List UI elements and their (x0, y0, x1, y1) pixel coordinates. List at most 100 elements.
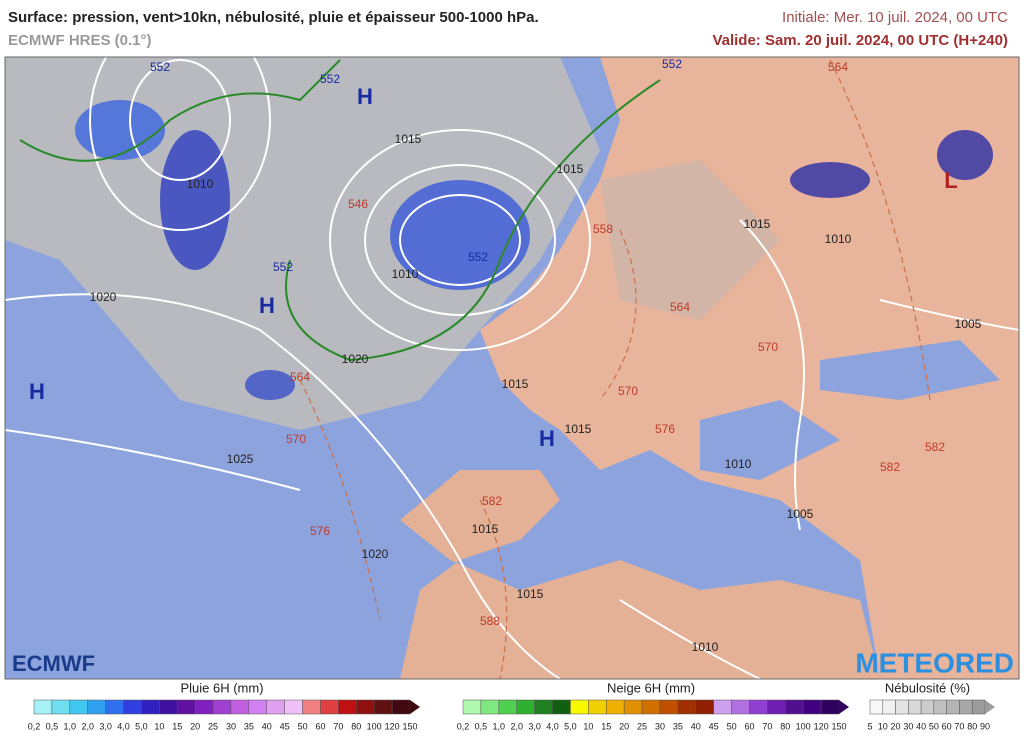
thickness-label: 576 (310, 524, 330, 538)
legend-tick: 15 (172, 721, 182, 731)
legend-tick: 1,0 (64, 721, 77, 731)
legend-swatch (87, 699, 106, 715)
legend-swatch (785, 699, 804, 715)
legend-tick: 60 (942, 721, 952, 731)
legend-tick: 2,0 (81, 721, 94, 731)
legend-tick: 0,2 (28, 721, 41, 731)
map-layers (5, 57, 1019, 679)
legend-tick: 10 (583, 721, 593, 731)
legend-tick: 25 (637, 721, 647, 731)
cloud-cover (600, 160, 780, 320)
legend-swatch (516, 699, 535, 715)
legend-tick: 4,0 (546, 721, 559, 731)
rain-area (75, 100, 165, 160)
legend-tick: 70 (333, 721, 343, 731)
legend-swatch (623, 699, 643, 715)
legend-tick: 45 (709, 721, 719, 731)
legend-swatch (230, 699, 250, 715)
legend-tick: 30 (655, 721, 665, 731)
legend-tick: 0,5 (46, 721, 59, 731)
isobar-label: 1015 (502, 377, 529, 391)
legend-swatch (641, 699, 661, 715)
rain-area (245, 370, 295, 400)
legend-tick: 20 (891, 721, 901, 731)
legend-swatch (882, 699, 896, 715)
legend-swatch (713, 699, 732, 715)
pressure-center: H (539, 426, 555, 451)
legend-tick: 2,0 (510, 721, 523, 731)
legend-swatch (802, 699, 822, 715)
cloud-cover (5, 57, 600, 430)
isobar-label: 1010 (725, 457, 752, 471)
thickness-label: 564 (828, 60, 848, 74)
legend-swatch (767, 699, 786, 715)
legend-tick: 60 (315, 721, 325, 731)
thickness-label: 552 (662, 57, 682, 71)
legend-tick: 40 (691, 721, 701, 731)
legend-swatch (534, 699, 553, 715)
legend-swatch (248, 699, 268, 715)
meteored-logo: METEORED (855, 647, 1014, 678)
thickness-label: 552 (468, 250, 488, 264)
legend-swatch (391, 699, 411, 715)
thickness-label: 552 (273, 260, 293, 274)
thickness-label: 552 (150, 60, 170, 74)
legend-swatch (480, 699, 500, 715)
pressure-center: H (259, 293, 275, 318)
legend-swatch (212, 699, 232, 715)
legend-arrow (410, 700, 420, 714)
isobars (5, 57, 1019, 679)
legend-swatch (605, 699, 625, 715)
legend-tick: 1,0 (493, 721, 506, 731)
isobar-label: 1025 (227, 452, 254, 466)
pressure-center: H (29, 379, 45, 404)
isobar-label: 1015 (395, 132, 422, 146)
legend-swatch (908, 699, 922, 715)
legend-swatch (731, 699, 750, 715)
isobar-label: 1015 (744, 217, 771, 231)
legend-swatch (895, 699, 909, 715)
legend-tick: 150 (402, 721, 417, 731)
legend-arrow (839, 700, 849, 714)
legend-swatch (869, 699, 884, 715)
legend-title: Pluie 6H (mm) (180, 680, 263, 695)
isobar-label: 1020 (90, 290, 117, 304)
legend-swatch (141, 699, 160, 715)
legend-tick: 3,0 (99, 721, 112, 731)
isobar-label: 1015 (472, 522, 499, 536)
legend-swatch (570, 699, 589, 715)
isobar-label: 1015 (517, 587, 544, 601)
thickness-label: 570 (758, 340, 778, 354)
rain-area (937, 130, 993, 180)
legend-tick: 50 (727, 721, 737, 731)
pressure-center: H (357, 84, 373, 109)
legend-swatch (159, 699, 178, 715)
title: Surface: pression, vent>10kn, nébulosité… (8, 9, 539, 26)
legend-tick: 15 (601, 721, 611, 731)
thickness-552 (19, 59, 661, 362)
ecmwf-logo: ECMWF (12, 651, 95, 676)
legend-swatch (677, 699, 697, 715)
rain-area (390, 180, 530, 290)
legend-swatch (373, 699, 393, 715)
legend-swatch (69, 699, 88, 715)
legend-swatch (552, 699, 571, 715)
legend-swatch (659, 699, 679, 715)
legend-tick: 60 (744, 721, 754, 731)
map-frame (4, 56, 1020, 680)
legend-swatch (933, 699, 947, 715)
thickness-label: 576 (655, 422, 675, 436)
legend-swatch (356, 699, 375, 715)
legend-swatch (820, 699, 840, 715)
pressure-center: L (944, 168, 957, 193)
legend-tick: 0,5 (475, 721, 488, 731)
thickness-label: 582 (925, 440, 945, 454)
thickness-label: 582 (880, 460, 900, 474)
initial-time: Initiale: Mer. 10 juil. 2024, 00 UTC (782, 9, 1008, 26)
thickness-lines (299, 59, 931, 679)
legend-tick: 45 (280, 721, 290, 731)
legend-tick: 150 (831, 721, 846, 731)
legend-swatch (302, 699, 321, 715)
